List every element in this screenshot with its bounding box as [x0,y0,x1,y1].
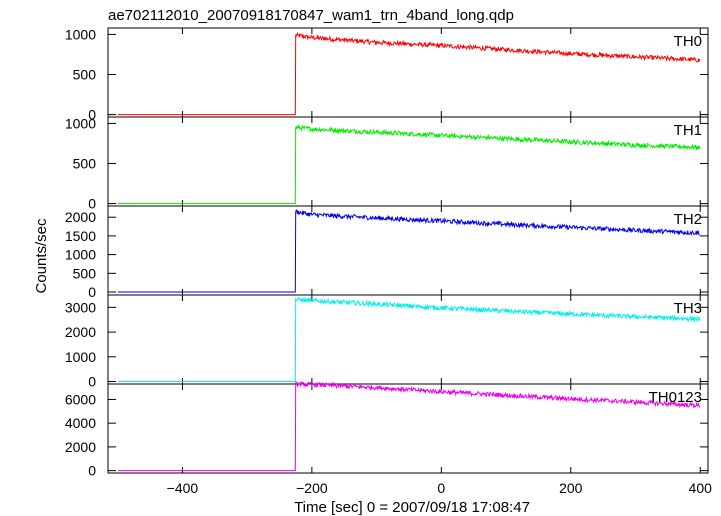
y-tick-label-th3: 1000 [65,349,96,365]
panel-frame [107,205,709,296]
panel-label-th0: TH0 [674,33,702,50]
panel-frame [107,383,709,474]
y-tick-label-th2: 1000 [65,247,96,263]
y-tick-label-th3: 2000 [65,324,96,340]
panel-th1: 0 500 1000 TH1 [65,115,709,212]
y-axis-label: Counts/sec [33,218,50,294]
series-line-th2 [117,208,701,293]
x-axis-label: Time [sec] 0 = 2007/09/18 17:08:47 [294,499,530,516]
panel-label-th2: TH2 [674,211,702,228]
series-line-th1 [117,123,701,205]
y-tick-label-th1: 500 [73,156,97,172]
y-tick-label-th2: 0 [88,284,96,300]
y-tick-label-th1: 1000 [65,115,96,131]
y-tick-label-th0123: 4000 [65,415,96,431]
panel-th3: 0 1000 2000 3000 TH3 [65,294,709,390]
panel-th2: 0 500 1000 1500 2000 TH2 [65,205,709,300]
y-tick-label-th0: 1000 [65,26,96,42]
y-tick-label-th2: 2000 [65,209,96,225]
series-line-th0 [117,31,701,116]
chart-title: ae702112010_20070918170847_wam1_trn_4ban… [108,7,514,24]
panel-frame [107,116,709,207]
series-line-th3 [117,296,701,383]
x-tick-label: −400 [167,480,199,496]
panel-th0: 0 500 1000 TH0 [65,26,709,123]
x-axis: −400 −200 0 200 400 [167,480,712,496]
y-tick-label-th0123: 2000 [65,439,96,455]
x-tick-label: 400 [689,480,713,496]
y-tick-label-th3: 3000 [65,299,96,315]
panel-frame [107,27,709,118]
y-tick-label-th0123: 6000 [65,391,96,407]
panel-label-th3: TH3 [674,300,702,317]
panel-frame [107,294,709,385]
series-line-th0123 [117,380,701,472]
panel-th0123: 0 2000 4000 6000 TH0123 [65,380,709,479]
y-tick-label-th1: 0 [88,196,96,212]
y-tick-label-th0: 500 [73,67,97,83]
y-tick-label-th2: 1500 [65,228,96,244]
y-tick-label-th0: 0 [88,107,96,123]
y-tick-label-th2: 500 [73,265,97,281]
x-tick-label: 0 [437,480,445,496]
y-tick-label-th0123: 0 [88,463,96,479]
panel-label-th0123: TH0123 [649,389,702,406]
y-tick-label-th3: 0 [88,374,96,390]
panel-label-th1: TH1 [674,122,702,139]
x-tick-label: 200 [559,480,583,496]
panels: 0 500 1000 TH0 0 500 1000 TH1 0 500 1000 1500 2000 TH… [65,26,709,479]
x-tick-label: −200 [296,480,328,496]
